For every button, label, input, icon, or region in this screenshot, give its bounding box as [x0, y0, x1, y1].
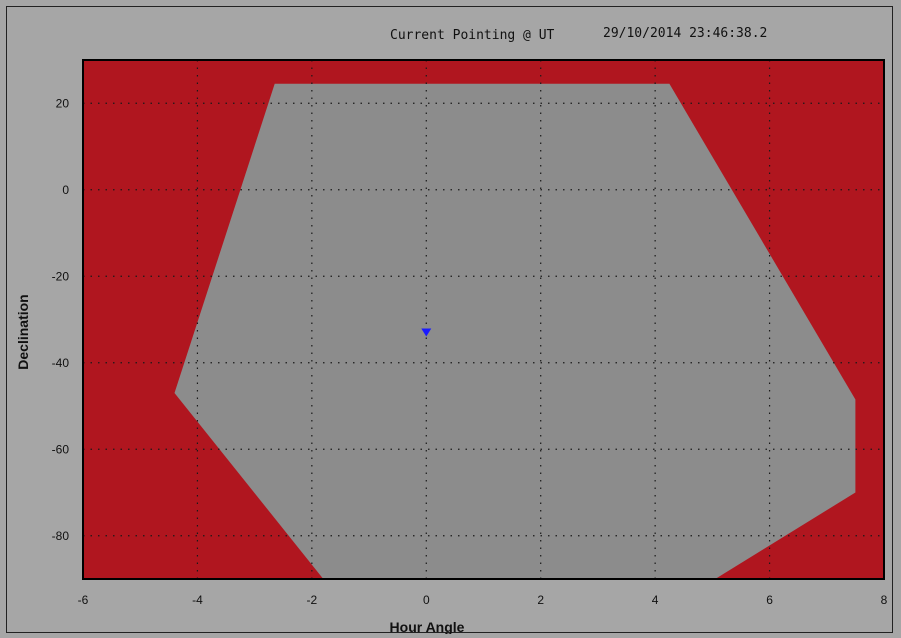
- y-tick-label: 0: [62, 183, 69, 197]
- header-timestamp: 29/10/2014 23:46:38.2: [603, 26, 767, 41]
- pointing-marker: [421, 328, 432, 337]
- grid: [83, 60, 884, 579]
- y-tick-label: -80: [52, 529, 70, 543]
- plot-border: [82, 59, 885, 580]
- x-axis-label: Hour Angle: [390, 619, 465, 634]
- x-tick-label: -6: [78, 593, 89, 607]
- y-tick-label: -60: [52, 442, 70, 456]
- x-tick-label: 0: [423, 593, 430, 607]
- allowed-region: [174, 83, 856, 580]
- x-tick-label: 4: [652, 593, 659, 607]
- telescope-pointing-panel: Current Pointing @ UT 29/10/2014 23:46:3…: [6, 6, 893, 634]
- plot-area: [82, 59, 885, 580]
- x-axis-ticks: -6 -4 -2 0 2 4 6 8: [78, 593, 888, 607]
- x-tick-label: 6: [766, 593, 773, 607]
- x-tick-label: 8: [881, 593, 888, 607]
- x-tick-label: -4: [192, 593, 203, 607]
- y-axis-ticks: 20 0 -20 -40 -60 -80: [52, 96, 70, 543]
- y-tick-label: -20: [52, 269, 70, 283]
- header-label: Current Pointing @ UT: [390, 28, 555, 43]
- y-tick-label: -40: [52, 356, 70, 370]
- y-axis-label: Declination: [15, 294, 31, 369]
- x-tick-label: -2: [307, 593, 318, 607]
- y-tick-label: 20: [56, 96, 70, 110]
- x-tick-label: 2: [537, 593, 544, 607]
- hour-angle-declination-plot: Current Pointing @ UT 29/10/2014 23:46:3…: [15, 26, 888, 634]
